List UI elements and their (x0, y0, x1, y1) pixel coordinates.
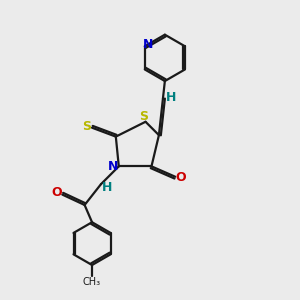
Text: O: O (52, 186, 62, 199)
Text: H: H (166, 91, 176, 104)
Text: S: S (82, 120, 91, 133)
Text: S: S (140, 110, 148, 123)
Text: N: N (142, 38, 153, 51)
Text: N: N (108, 160, 118, 173)
Text: CH₃: CH₃ (83, 277, 101, 287)
Text: O: O (175, 171, 186, 184)
Text: H: H (102, 181, 113, 194)
